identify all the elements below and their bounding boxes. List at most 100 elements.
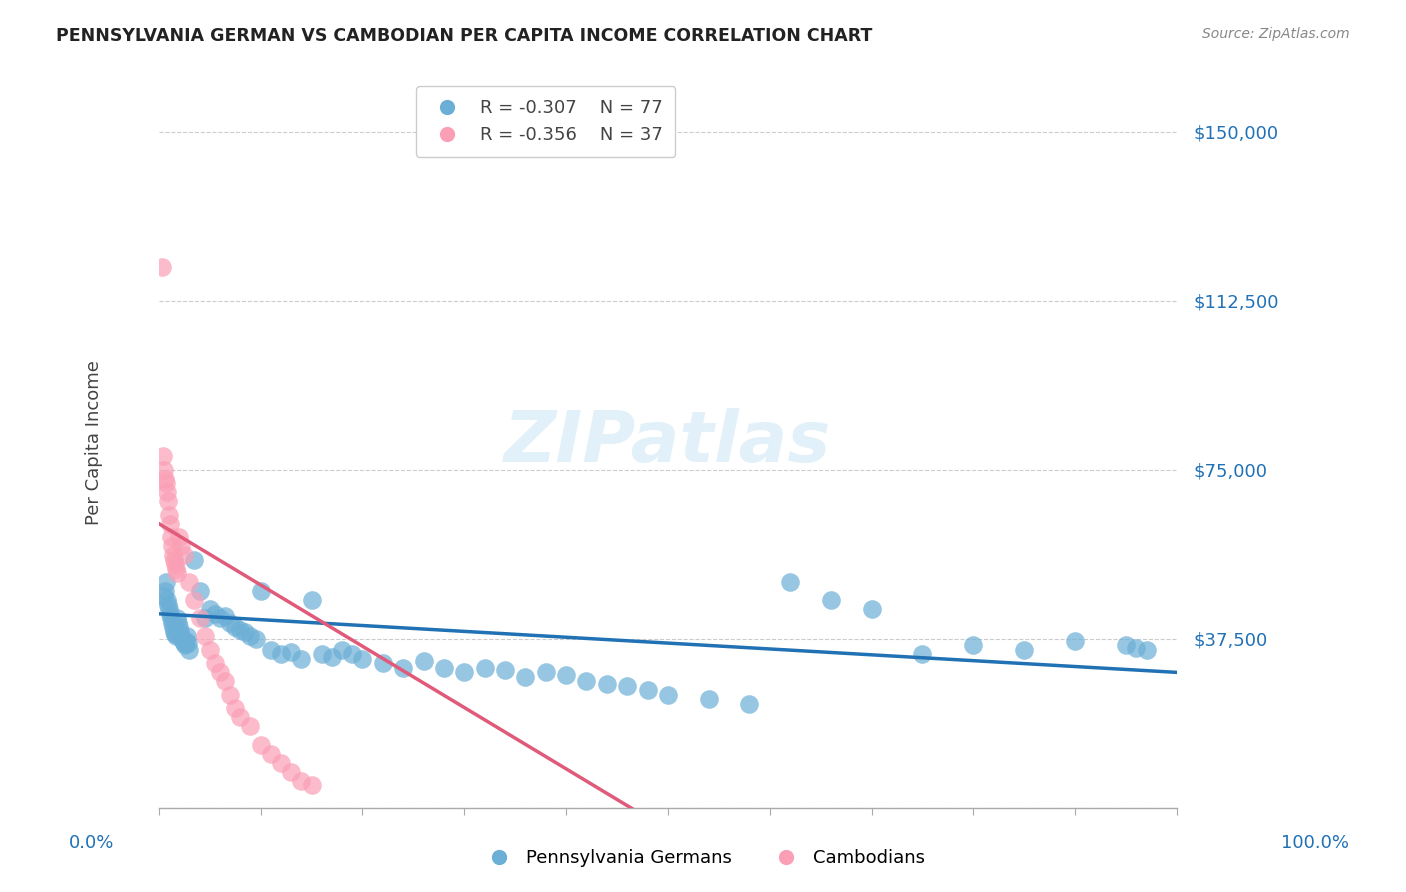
Point — [239, 629, 262, 643]
Point — [160, 539, 183, 553]
Point — [204, 657, 226, 671]
Point — [172, 632, 194, 646]
Text: 100.0%: 100.0% — [1281, 834, 1348, 852]
Point — [157, 494, 180, 508]
Point — [219, 615, 242, 630]
Point — [1115, 638, 1137, 652]
Point — [474, 661, 496, 675]
Point — [321, 649, 343, 664]
Point — [159, 516, 181, 531]
Point — [162, 620, 184, 634]
Point — [204, 607, 226, 621]
Point — [229, 623, 252, 637]
Point — [165, 558, 187, 572]
Point — [173, 548, 195, 562]
Point — [1014, 643, 1036, 657]
Point — [962, 638, 984, 652]
Point — [179, 575, 201, 590]
Point — [249, 738, 271, 752]
Point — [152, 449, 174, 463]
Point — [156, 593, 179, 607]
Point — [412, 654, 434, 668]
Point — [453, 665, 475, 680]
Point — [433, 661, 456, 675]
Point — [738, 697, 761, 711]
Point — [249, 584, 271, 599]
Point — [194, 629, 217, 643]
Point — [224, 620, 246, 634]
Point — [166, 566, 188, 581]
Point — [911, 648, 934, 662]
Point — [290, 773, 312, 788]
Point — [179, 643, 201, 657]
Point — [311, 648, 333, 662]
Text: 0.0%: 0.0% — [69, 834, 114, 852]
Point — [860, 602, 883, 616]
Point — [270, 648, 292, 662]
Point — [229, 710, 252, 724]
Point — [208, 611, 231, 625]
Point — [270, 756, 292, 770]
Point — [208, 665, 231, 680]
Point — [290, 652, 312, 666]
Point — [224, 701, 246, 715]
Point — [198, 643, 221, 657]
Point — [167, 620, 190, 634]
Point — [160, 530, 183, 544]
Point — [820, 593, 842, 607]
Point — [1125, 640, 1147, 655]
Point — [515, 670, 537, 684]
Point — [153, 462, 176, 476]
Point — [162, 548, 184, 562]
Y-axis label: Per Capita Income: Per Capita Income — [86, 360, 103, 525]
Point — [280, 764, 302, 779]
Point — [150, 260, 173, 274]
Text: PENNSYLVANIA GERMAN VS CAMBODIAN PER CAPITA INCOME CORRELATION CHART: PENNSYLVANIA GERMAN VS CAMBODIAN PER CAP… — [56, 27, 873, 45]
Point — [280, 645, 302, 659]
Point — [165, 627, 187, 641]
Point — [555, 667, 578, 681]
Text: ZIPatlas: ZIPatlas — [505, 408, 831, 477]
Point — [342, 648, 364, 662]
Point — [176, 629, 198, 643]
Point — [214, 674, 236, 689]
Point — [534, 665, 557, 680]
Point — [260, 643, 283, 657]
Text: Source: ZipAtlas.com: Source: ZipAtlas.com — [1202, 27, 1350, 41]
Point — [163, 624, 186, 639]
Point — [183, 593, 205, 607]
Point — [198, 602, 221, 616]
Point — [301, 778, 323, 792]
Point — [160, 615, 183, 630]
Point — [697, 692, 720, 706]
Point — [214, 609, 236, 624]
Point — [153, 584, 176, 599]
Point — [177, 636, 200, 650]
Point — [165, 562, 187, 576]
Point — [166, 611, 188, 625]
Point — [260, 747, 283, 761]
Point — [392, 661, 415, 675]
Point — [235, 624, 257, 639]
Point — [657, 688, 679, 702]
Point — [167, 615, 190, 630]
Point — [301, 593, 323, 607]
Point — [183, 552, 205, 566]
Point — [155, 575, 177, 590]
Point — [219, 688, 242, 702]
Point — [157, 508, 180, 522]
Point — [1135, 643, 1157, 657]
Point — [156, 485, 179, 500]
Point — [245, 632, 267, 646]
Point — [163, 552, 186, 566]
Point — [596, 676, 619, 690]
Point — [169, 624, 191, 639]
Point — [1064, 633, 1087, 648]
Point — [194, 611, 217, 625]
Point — [616, 679, 638, 693]
Point — [371, 657, 394, 671]
Point — [239, 719, 262, 733]
Point — [575, 674, 598, 689]
Point — [153, 589, 176, 603]
Point — [779, 575, 801, 590]
